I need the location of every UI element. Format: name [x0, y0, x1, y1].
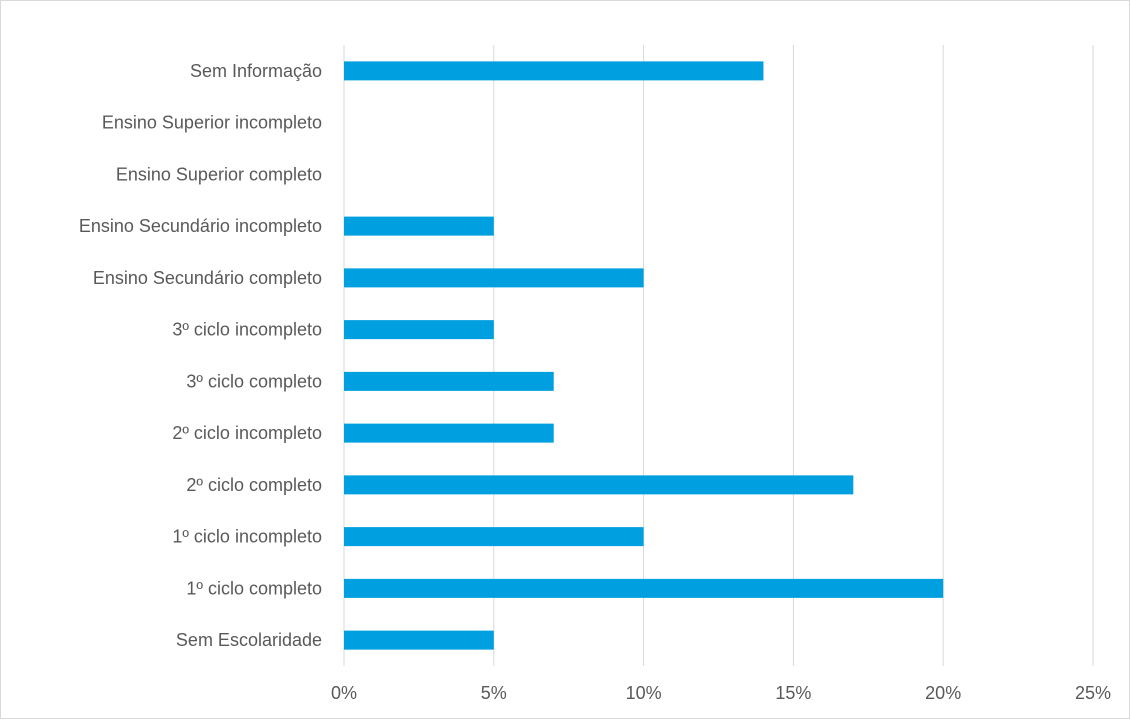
- category-label: Ensino Superior incompleto: [102, 113, 322, 133]
- bar: [344, 527, 644, 547]
- x-tick-label: 15%: [775, 683, 811, 703]
- category-label: 1º ciclo completo: [186, 578, 322, 598]
- category-label: 3º ciclo incompleto: [172, 320, 322, 340]
- bar: [344, 475, 854, 495]
- bar: [344, 371, 554, 391]
- category-label: Sem Informação: [190, 61, 322, 81]
- bar: [344, 216, 494, 236]
- category-labels: Sem Escolaridade 1º ciclo completo 1º cicl…: [79, 61, 322, 650]
- category-label: Ensino Superior completo: [116, 164, 322, 184]
- category-label: 2º ciclo incompleto: [172, 423, 322, 443]
- x-tick-label: 20%: [925, 683, 961, 703]
- category-label: Ensino Secundário incompleto: [79, 216, 322, 236]
- bar: [344, 268, 644, 288]
- gridlines: [343, 45, 1094, 666]
- category-label: 3º ciclo completo: [186, 371, 322, 391]
- bar: [344, 423, 554, 443]
- bar: [344, 630, 494, 650]
- bars: [344, 61, 944, 650]
- x-tick-label: 10%: [626, 683, 662, 703]
- bar: [344, 320, 494, 340]
- category-label: Ensino Secundário completo: [93, 268, 322, 288]
- x-tick-label: 25%: [1075, 683, 1111, 703]
- category-label: Sem Escolaridade: [176, 630, 322, 650]
- x-tick-label: 5%: [481, 683, 507, 703]
- category-label: 2º ciclo completo: [186, 475, 322, 495]
- x-tick-label: 0%: [331, 683, 357, 703]
- bar: [344, 61, 764, 81]
- category-label: 1º ciclo incompleto: [172, 527, 322, 547]
- x-axis-tick-labels: 0% 5% 10% 15% 20% 25%: [331, 683, 1111, 703]
- bar: [344, 578, 944, 598]
